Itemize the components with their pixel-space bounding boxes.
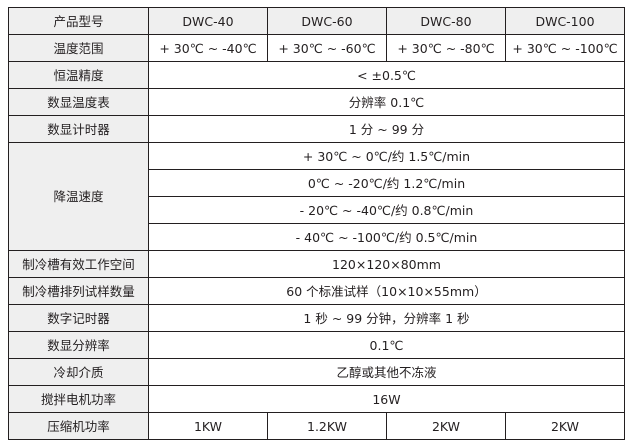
row-label-digital-counter: 数字记时器 (8, 304, 149, 332)
row-label-working-space: 制冷槽有效工作空间 (8, 250, 149, 278)
cell-cooling-rate-3: - 20℃ ~ -40℃/约 0.8℃/min (148, 196, 625, 224)
table-row-cooling-rate-1: 降温速度 + 30℃ ~ 0℃/约 1.5℃/min (8, 142, 625, 251)
cell-compressor-power-2: 1.2KW (267, 412, 387, 440)
table-row-working-space: 制冷槽有效工作空间 120×120×80mm (8, 250, 625, 278)
cell-compressor-power-3: 2KW (386, 412, 506, 440)
row-label-stirrer-power: 搅拌电机功率 (8, 385, 149, 413)
table-row-cooling-rate-3: - 20℃ ~ -40℃/约 0.8℃/min (9, 196, 625, 224)
cell-stirrer-power: 16W (148, 385, 625, 413)
row-label-display-resolution: 数显分辨率 (8, 331, 149, 359)
cell-cooling-rate-2: 0℃ ~ -20℃/约 1.2℃/min (148, 169, 625, 197)
cell-compressor-power-4: 2KW (505, 412, 625, 440)
header-model-2: DWC-60 (267, 7, 387, 35)
table-row-digital-counter: 数字记时器 1 秒 ~ 99 分钟，分辨率 1 秒 (8, 304, 625, 332)
header-model-1: DWC-40 (148, 7, 268, 35)
cell-temperature-range-3: + 30℃ ~ -80℃ (386, 34, 506, 62)
header-label-model: 产品型号 (8, 7, 149, 35)
table-row-display-resolution: 数显分辨率 0.1℃ (8, 331, 625, 359)
row-label-cooling-medium: 冷却介质 (8, 358, 149, 386)
header-model-3: DWC-80 (386, 7, 506, 35)
cell-working-space: 120×120×80mm (148, 250, 625, 278)
cell-temperature-accuracy: < ±0.5℃ (148, 61, 625, 89)
cell-compressor-power-1: 1KW (148, 412, 268, 440)
cell-temperature-range-4: + 30℃ ~ -100℃ (505, 34, 625, 62)
cell-sample-quantity: 60 个标准试样（10×10×55mm） (148, 277, 625, 305)
table-row-temperature-accuracy: 恒温精度 < ±0.5℃ (8, 61, 625, 89)
cell-digital-counter: 1 秒 ~ 99 分钟，分辨率 1 秒 (148, 304, 625, 332)
table-row-sample-quantity: 制冷槽排列试样数量 60 个标准试样（10×10×55mm） (8, 277, 625, 305)
row-label-digital-timer: 数显计时器 (8, 115, 149, 143)
table-row-compressor-power: 压缩机功率 1KW 1.2KW 2KW 2KW (8, 412, 625, 440)
row-label-temperature-accuracy: 恒温精度 (8, 61, 149, 89)
table-row-digital-thermometer: 数显温度表 分辨率 0.1℃ (8, 88, 625, 116)
table-row-stirrer-power: 搅拌电机功率 16W (8, 385, 625, 413)
cell-digital-timer: 1 分 ~ 99 分 (148, 115, 625, 143)
row-label-digital-thermometer: 数显温度表 (8, 88, 149, 116)
table-row-temperature-range: 温度范围 + 30℃ ~ -40℃ + 30℃ ~ -60℃ + 30℃ ~ -… (8, 34, 625, 62)
cell-cooling-rate-4: - 40℃ ~ -100℃/约 0.5℃/min (148, 223, 625, 251)
header-model-4: DWC-100 (505, 7, 625, 35)
table-row-cooling-rate-2: 0℃ ~ -20℃/约 1.2℃/min (9, 169, 625, 197)
cell-cooling-medium: 乙醇或其他不冻液 (148, 358, 625, 386)
table-row-digital-timer: 数显计时器 1 分 ~ 99 分 (8, 115, 625, 143)
table-row-cooling-medium: 冷却介质 乙醇或其他不冻液 (8, 358, 625, 386)
cell-display-resolution: 0.1℃ (148, 331, 625, 359)
specification-table: 产品型号 DWC-40 DWC-60 DWC-80 DWC-100 温度范围 +… (8, 7, 625, 440)
cell-temperature-range-2: + 30℃ ~ -60℃ (267, 34, 387, 62)
row-label-compressor-power: 压缩机功率 (8, 412, 149, 440)
cell-digital-thermometer: 分辨率 0.1℃ (148, 88, 625, 116)
row-label-temperature-range: 温度范围 (8, 34, 149, 62)
cell-cooling-rate-1: + 30℃ ~ 0℃/约 1.5℃/min (148, 142, 625, 170)
row-label-cooling-rate: 降温速度 (8, 142, 149, 251)
row-label-sample-quantity: 制冷槽排列试样数量 (8, 277, 149, 305)
table-header-row: 产品型号 DWC-40 DWC-60 DWC-80 DWC-100 (8, 7, 625, 35)
cell-temperature-range-1: + 30℃ ~ -40℃ (148, 34, 268, 62)
